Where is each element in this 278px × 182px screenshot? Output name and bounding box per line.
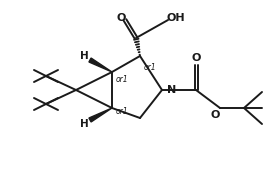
Polygon shape (89, 108, 112, 122)
Text: N: N (167, 85, 176, 95)
Text: OH: OH (167, 13, 185, 23)
Text: O: O (116, 13, 126, 23)
Text: or1: or1 (144, 62, 157, 72)
Text: H: H (80, 119, 88, 129)
Text: or1: or1 (116, 108, 129, 116)
Text: or1: or1 (116, 76, 129, 84)
Text: H: H (80, 51, 88, 61)
Text: O: O (210, 110, 220, 120)
Polygon shape (89, 58, 112, 72)
Text: O: O (191, 53, 201, 63)
